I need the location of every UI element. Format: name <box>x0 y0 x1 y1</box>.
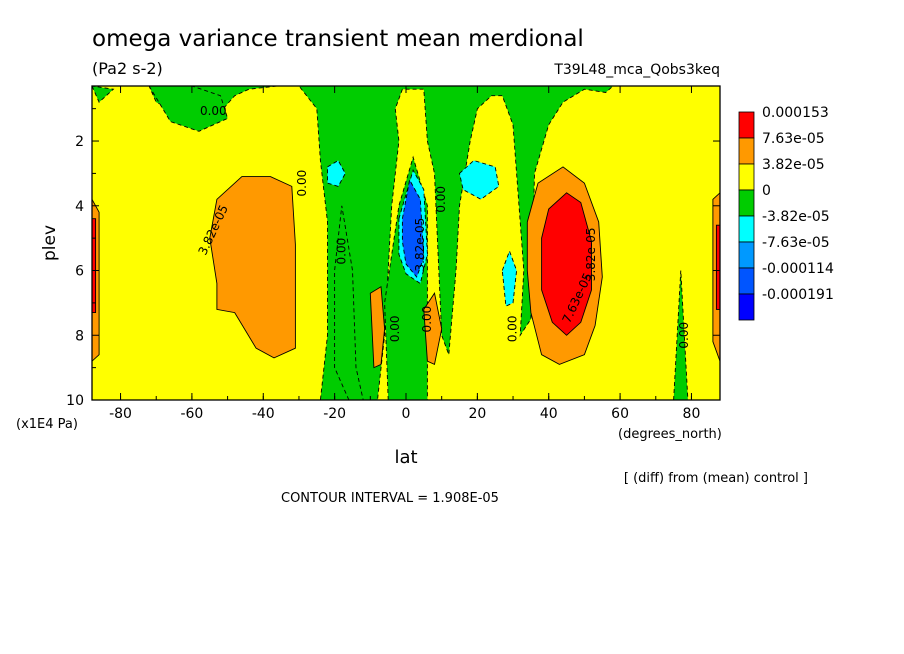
x-tick-label: -20 <box>323 406 346 422</box>
contour-region-17 <box>459 159 500 200</box>
chart-title: omega variance transient mean merdional <box>92 26 584 52</box>
x-axis-label: lat <box>394 447 417 468</box>
x-axis: -80 -60 -40 -20 0 20 40 60 80 <box>109 86 700 422</box>
contour-region-16 <box>327 159 346 187</box>
plot-area <box>92 86 720 400</box>
contour-label-3: 0.00 <box>334 238 348 265</box>
x-tick-label: -80 <box>109 406 132 422</box>
contour-region-1 <box>92 86 614 400</box>
contour-region-7 <box>209 176 296 359</box>
colorbar-swatch <box>738 293 755 321</box>
y-units-label: (x1E4 Pa) <box>16 417 78 432</box>
contour-region-20 <box>401 178 425 278</box>
colorbar-label: 0.000153 <box>762 105 829 121</box>
footnote: [ (diff) from (mean) control ] <box>624 471 808 486</box>
contour-interval: CONTOUR INTERVAL = 1.908E-05 <box>281 491 499 506</box>
contour-label-4: 0.00 <box>388 315 402 342</box>
contour-label-2: 0.00 <box>295 170 309 197</box>
contour-label-6: 0.00 <box>420 306 434 333</box>
contour-region-13 <box>541 192 592 336</box>
contour-region-15 <box>715 224 720 310</box>
contour-label-5: 3.82e-05 <box>413 218 427 272</box>
colorbar-swatch <box>738 137 755 165</box>
colorbar: 0.000153 7.63e-05 3.82e-05 0 -3.82e-05 -7.63e… <box>738 105 834 321</box>
run-label: T39L48_mca_Qobs3keq <box>553 62 720 78</box>
colorbar-swatch <box>738 111 755 139</box>
colorbar-label: 7.63e-05 <box>762 131 825 147</box>
contour-region-10 <box>423 292 443 366</box>
colorbar-label: -0.000114 <box>762 261 834 277</box>
colorbar-swatch <box>738 189 755 217</box>
x-tick-label: 0 <box>402 406 411 422</box>
colorbar-swatch <box>738 241 755 269</box>
y-tick-label: 6 <box>75 264 84 280</box>
colorbar-label: 3.82e-05 <box>762 157 825 173</box>
x-tick-label: 80 <box>683 406 701 422</box>
chart-units: (Pa2 s-2) <box>92 59 163 78</box>
y-tick-label: 4 <box>75 199 84 215</box>
contour-region-14 <box>92 218 97 314</box>
contour-label-10: 3.82e-05 <box>584 227 598 281</box>
colorbar-swatch <box>738 267 755 295</box>
y-axis-label: plev <box>40 225 60 261</box>
y-axis: 2 4 6 8 10 <box>66 108 720 409</box>
contour-label-8: 0.00 <box>506 315 520 342</box>
colorbar-label: 0 <box>762 183 771 199</box>
contour-region-3 <box>92 86 115 103</box>
contour-label-11: 0.00 <box>677 322 691 349</box>
contour-region-9 <box>369 285 386 369</box>
y-tick-label: 10 <box>66 393 84 409</box>
contour-region-4 <box>334 205 364 400</box>
contour-label-0: 0.00 <box>200 104 227 118</box>
colorbar-label: -0.000191 <box>762 287 834 303</box>
y-tick-label: 2 <box>75 134 84 150</box>
colorbar-label: -7.63e-05 <box>762 235 830 251</box>
x-tick-label: -40 <box>252 406 275 422</box>
x-tick-label: 40 <box>540 406 558 422</box>
x-units-label: (degrees_north) <box>618 427 722 442</box>
contour-region-19 <box>501 249 518 307</box>
colorbar-label: -3.82e-05 <box>762 209 830 225</box>
contour-region-2 <box>148 86 229 132</box>
colorbar-swatch <box>738 215 755 243</box>
x-tick-label: 20 <box>468 406 486 422</box>
y-tick-label: 8 <box>75 328 84 344</box>
x-tick-label: 60 <box>611 406 629 422</box>
x-tick-label: -60 <box>180 406 203 422</box>
contour-region-6 <box>673 270 689 400</box>
contour-label-7: 0.00 <box>434 186 448 213</box>
colorbar-swatch <box>738 163 755 191</box>
